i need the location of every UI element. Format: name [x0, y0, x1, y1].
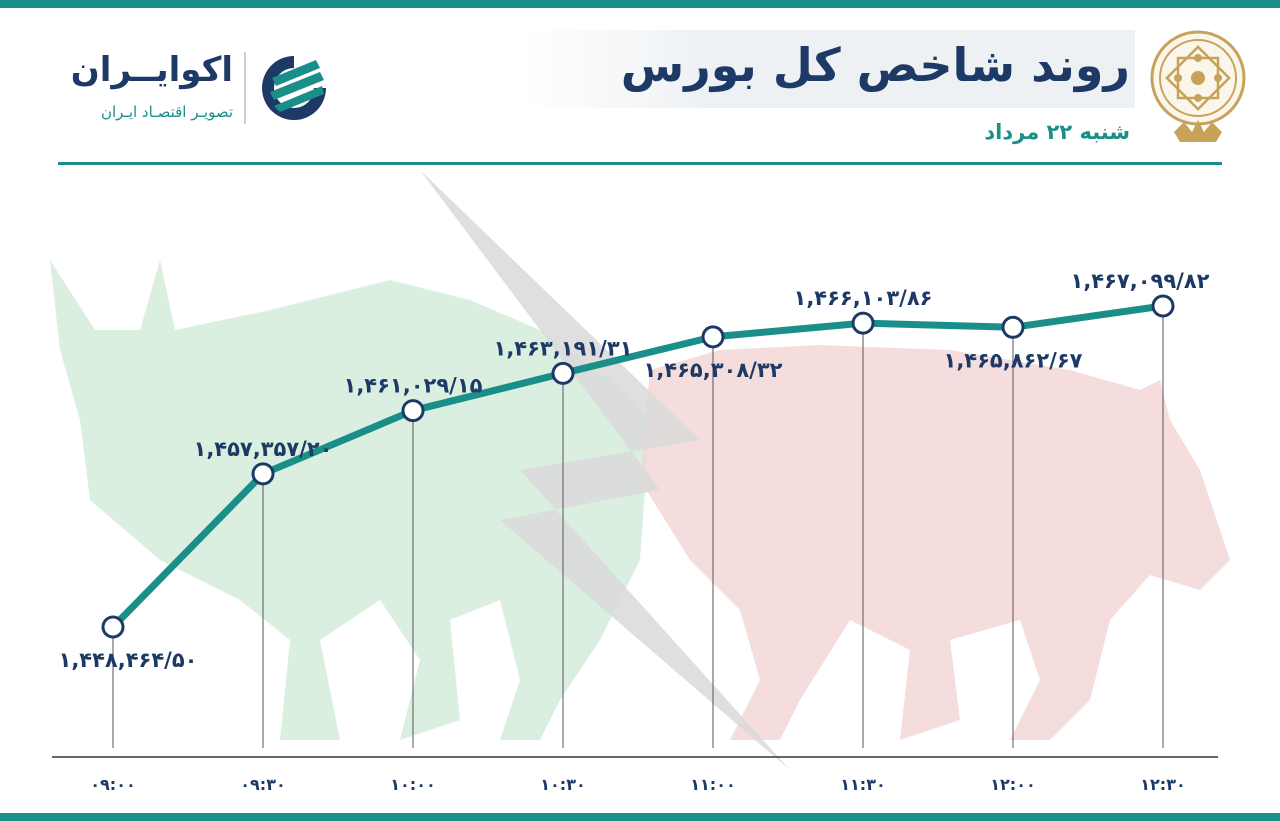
- data-label: ۱,۴۶۵,۳۰۸/۳۲: [644, 358, 783, 382]
- data-label: ۱,۴۴۸,۴۶۴/۵۰: [59, 648, 198, 672]
- x-tick-label: ۰۹:۳۰: [240, 775, 285, 794]
- data-label: ۱,۴۶۶,۱۰۳/۸۶: [794, 286, 933, 310]
- data-point: [551, 361, 575, 385]
- data-label: ۱,۴۶۷,۰۹۹/۸۲: [1071, 269, 1210, 293]
- data-label: ۱,۴۶۳,۱۹۱/۳۱: [494, 336, 633, 360]
- x-tick-label: ۱۱:۳۰: [840, 775, 885, 794]
- x-tick-label: ۱۲:۳۰: [1140, 775, 1185, 794]
- drop-lines: [112, 306, 1164, 748]
- header-divider: [58, 162, 1222, 165]
- data-label: ۱,۴۶۱,۰۲۹/۱۵: [344, 374, 483, 398]
- data-point: [1001, 315, 1025, 339]
- x-tick-label: ۱۲:۰۰: [990, 775, 1035, 794]
- bear-silhouette: [640, 345, 1230, 740]
- x-tick-label: ۱۰:۳۰: [540, 775, 585, 794]
- x-tick-label: ۰۹:۰۰: [90, 775, 135, 794]
- top-frame-bar: [0, 0, 1280, 8]
- data-point: [851, 311, 875, 335]
- data-point: [1151, 294, 1175, 318]
- brand-logo-icon: [262, 56, 326, 120]
- data-label: ۱,۴۶۵,۸۶۲/۶۷: [944, 348, 1083, 372]
- bull-silhouette: [50, 260, 650, 740]
- data-label: ۱,۴۵۷,۳۵۷/۲۰: [194, 437, 333, 461]
- chart-date: شنبه ۲۲ مرداد: [984, 120, 1130, 144]
- data-point: [401, 399, 425, 423]
- data-labels: ۱,۴۴۸,۴۶۴/۵۰ ۱,۴۵۷,۳۵۷/۲۰ ۱,۴۶۱,۰۲۹/۱۵ ۱,۴۶…: [59, 269, 1210, 672]
- data-point: [251, 462, 275, 486]
- x-tick-labels: ۰۹:۰۰ ۰۹:۳۰ ۱۰:۰۰ ۱۰:۳۰ ۱۱:۰۰ ۱۱:۳۰ ۱۲:۰۰ ۱۲:۳۰: [90, 775, 1185, 794]
- data-point: [701, 325, 725, 349]
- bottom-frame-bar: [0, 813, 1280, 821]
- chart-title: روند شاخص کل بورس: [620, 38, 1130, 92]
- title-banner: [523, 30, 1135, 108]
- brand-name: اکوایــران: [70, 50, 233, 90]
- brand-divider: [244, 52, 246, 124]
- x-tick-label: ۱۰:۰۰: [390, 775, 435, 794]
- x-tick-label: ۱۱:۰۰: [690, 775, 735, 794]
- data-points: [101, 294, 1175, 639]
- lightning-bolt: [420, 170, 790, 770]
- data-point: [101, 615, 125, 639]
- series-line: [109, 302, 1167, 631]
- brand-tagline: تصویـر اقتصـاد ایـران: [100, 103, 233, 121]
- exchange-emblem-icon: [1150, 30, 1246, 142]
